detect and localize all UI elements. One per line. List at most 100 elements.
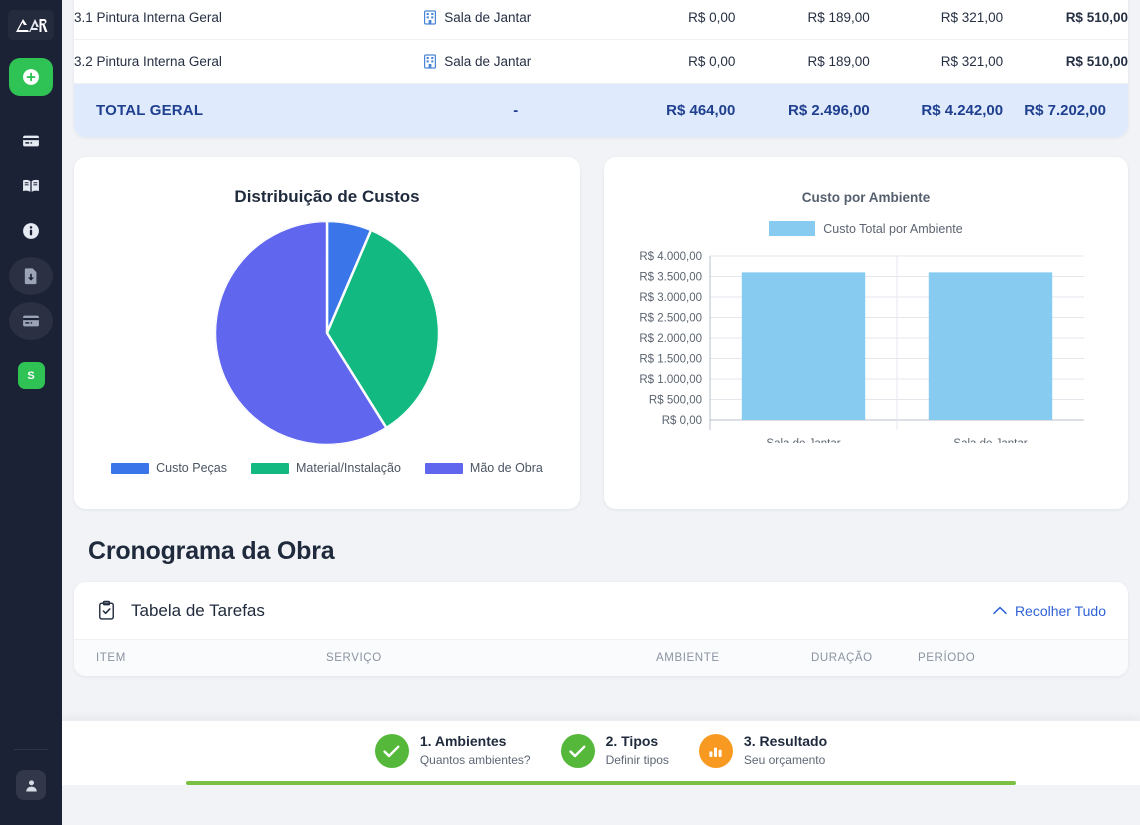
x-axis-label: Sala de Jantar: [953, 438, 1027, 443]
row-total: R$ 510,00: [1003, 0, 1128, 40]
axis-tick-label: R$ 3.000,00: [639, 292, 702, 304]
total-label: TOTAL GERAL: [74, 83, 424, 137]
check-icon: [374, 734, 409, 768]
wizard-step-title: 2. Tipos: [605, 733, 659, 749]
check-icon: [560, 734, 595, 768]
collapse-all-button[interactable]: Recolher Tudo: [993, 603, 1106, 619]
axis-tick-label: R$ 500,00: [649, 395, 702, 407]
open-book-icon: [23, 179, 39, 192]
wizard-footer: 1. Ambientes Quantos ambientes? 2. Tipos…: [62, 720, 1140, 825]
wizard-bottom-strip: [62, 785, 1140, 825]
sidebar-item-profile[interactable]: [16, 770, 46, 800]
legend-swatch: [769, 221, 816, 236]
sidebar-item-book[interactable]: [9, 167, 53, 205]
sidebar-item-file-download[interactable]: [9, 257, 53, 295]
legend-item[interactable]: Material/Instalação: [250, 461, 401, 475]
legend-swatch: [111, 462, 150, 474]
bar-chart-plot: R$ 4.000,00 R$ 3.500,00 R$ 3.000,00 R$ 2.50…: [624, 248, 1108, 443]
legend-item[interactable]: Mão de Obra: [424, 461, 543, 475]
app-logo[interactable]: [8, 10, 54, 40]
axis-tick-label: R$ 2.500,00: [639, 313, 702, 325]
total-material: R$ 2.496,00: [735, 83, 870, 137]
pie-slice[interactable]: [325, 228, 439, 430]
column-header-periodo: PERÍODO: [918, 652, 976, 664]
sidebar-item-add[interactable]: [9, 58, 53, 96]
column-header-item: ITEM: [96, 652, 126, 664]
wizard-step-subtitle: Definir tipos: [605, 753, 669, 767]
user-icon: [25, 779, 37, 792]
table-row[interactable]: 3.2 Pintura Interna Geral: [74, 39, 1128, 84]
bar-chart-legend[interactable]: Custo Total por Ambiente: [624, 221, 1108, 236]
sidebar-badge[interactable]: S: [17, 362, 45, 389]
clipboard-check-icon: [99, 600, 114, 620]
tasks-card-header: Tabela de Tarefas Recolher Tudo: [74, 582, 1128, 640]
lar-logo-icon: [16, 18, 48, 32]
legend-label: Custo Total por Ambiente: [823, 221, 963, 236]
sidebar-item-info[interactable]: [9, 212, 53, 250]
bar-chart-title: Custo por Ambiente: [801, 190, 931, 205]
row-material: R$ 189,00: [735, 0, 870, 40]
info-circle-icon: [23, 223, 39, 239]
sidebar-item-card2[interactable]: [9, 302, 53, 340]
row-item: 3.2 Pintura Interna Geral: [74, 39, 424, 84]
axis-tick-label: R$ 2.000,00: [639, 333, 702, 345]
wizard-step-2[interactable]: 2. Tipos Definir tipos: [560, 733, 669, 769]
total-ambiente: -: [423, 83, 609, 137]
file-download-icon: [24, 268, 37, 285]
bar-chart-card: Custo por Ambiente Custo Total por Ambie…: [604, 157, 1128, 509]
tasks-card: Tabela de Tarefas Recolher Tudo ITEM SER…: [74, 582, 1128, 676]
column-header-duracao: DURAÇÃO: [811, 652, 873, 664]
plus-circle-icon: [23, 69, 39, 85]
pie-chart-card: Distribuição de Custos Custo Peças Mater…: [74, 157, 580, 509]
chevron-up-icon: [993, 606, 1007, 615]
total-geral: R$ 7.202,00: [1003, 83, 1128, 137]
axis-tick-label: R$ 1.500,00: [639, 354, 702, 366]
axis-tick-label: R$ 0,00: [662, 415, 702, 427]
wizard-step-subtitle: Quantos ambientes?: [419, 753, 531, 767]
wizard-steps: 1. Ambientes Quantos ambientes? 2. Tipos…: [374, 721, 828, 769]
credit-card-icon: [23, 315, 39, 327]
legend-label: Custo Peças: [156, 461, 227, 475]
wizard-step-3[interactable]: 3. Resultado Seu orçamento: [698, 733, 828, 769]
pie-chart-svg: [215, 221, 439, 445]
bar[interactable]: [741, 272, 866, 420]
row-ambiente: Sala de Jantar: [423, 0, 609, 40]
table-row[interactable]: 3.1 Pintura Interna Geral: [74, 0, 1128, 40]
x-axis-label: Sala de Jantar: [766, 438, 840, 443]
pie-chart-legend: Custo Peças Material/Instalação Mão de O…: [94, 461, 560, 475]
charts-row: Distribuição de Custos Custo Peças Mater…: [74, 157, 1128, 509]
row-mao-obra: R$ 321,00: [869, 0, 1004, 40]
tasks-card-title: Tabela de Tarefas: [131, 600, 265, 620]
credit-card-icon: [23, 135, 39, 147]
row-ambiente-label: Sala de Jantar: [444, 10, 532, 25]
pie-chart-plot: [94, 221, 560, 445]
wizard-progress-bar: [186, 781, 1016, 785]
column-header-servico: SERVIÇO: [326, 652, 382, 664]
total-row: TOTAL GERAL - R$ 464,00 R$ 2.496,00 R$ 4…: [74, 83, 1128, 137]
budget-table: 3.1 Pintura Interna Geral: [74, 0, 1128, 137]
row-material: R$ 189,00: [735, 39, 870, 84]
bar[interactable]: [928, 272, 1053, 420]
pie-slice[interactable]: [215, 221, 389, 445]
wizard-step-subtitle: Seu orçamento: [743, 753, 826, 767]
legend-label: Material/Instalação: [295, 461, 401, 475]
row-mao-obra: R$ 321,00: [869, 39, 1004, 84]
sidebar: S: [0, 0, 62, 825]
legend-swatch: [424, 462, 463, 474]
row-pecas: R$ 0,00: [608, 39, 736, 84]
sidebar-divider: [14, 749, 48, 750]
axis-tick-label: R$ 3.500,00: [639, 272, 702, 284]
legend-label: Mão de Obra: [469, 461, 543, 475]
row-ambiente-label: Sala de Jantar: [444, 54, 532, 69]
legend-item[interactable]: Custo Peças: [111, 461, 227, 475]
wizard-step-1[interactable]: 1. Ambientes Quantos ambientes?: [374, 733, 531, 769]
building-icon: [424, 54, 437, 69]
collapse-all-label: Recolher Tudo: [1014, 602, 1106, 619]
building-icon: [424, 10, 437, 25]
legend-swatch: [250, 462, 289, 474]
page-title: Cronograma da Obra: [88, 537, 335, 565]
wizard-step-title: 3. Resultado: [743, 733, 828, 749]
total-pecas: R$ 464,00: [608, 83, 736, 137]
sidebar-item-card[interactable]: [9, 122, 53, 160]
